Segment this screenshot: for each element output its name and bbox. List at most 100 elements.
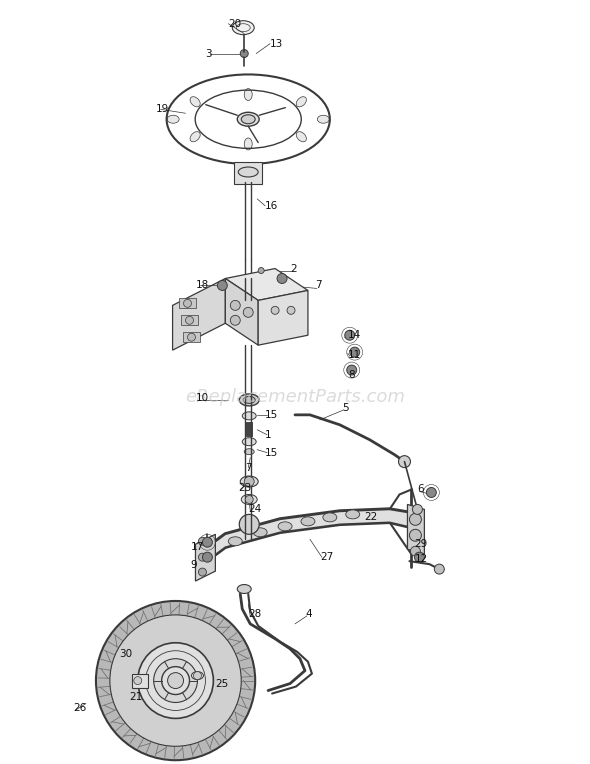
Text: 26: 26 (73, 704, 86, 714)
Ellipse shape (317, 115, 329, 123)
Ellipse shape (190, 131, 200, 142)
Circle shape (188, 333, 195, 342)
Text: 25: 25 (215, 678, 229, 688)
Ellipse shape (241, 494, 257, 504)
Polygon shape (258, 290, 308, 345)
Text: 14: 14 (348, 330, 361, 340)
Polygon shape (173, 279, 225, 350)
Ellipse shape (296, 97, 306, 107)
Ellipse shape (301, 517, 315, 526)
Text: 15: 15 (265, 448, 278, 458)
Text: 9: 9 (191, 560, 197, 570)
Text: 1: 1 (265, 430, 272, 440)
Circle shape (414, 552, 424, 562)
Circle shape (96, 601, 255, 760)
Circle shape (217, 280, 227, 290)
Ellipse shape (237, 584, 251, 594)
Text: 30: 30 (119, 649, 132, 659)
Text: 13: 13 (270, 39, 283, 49)
Circle shape (230, 316, 240, 325)
Circle shape (427, 487, 437, 497)
Circle shape (202, 537, 212, 547)
Ellipse shape (167, 115, 179, 123)
Text: 24: 24 (248, 504, 261, 514)
Ellipse shape (228, 537, 242, 545)
Circle shape (411, 546, 421, 556)
Ellipse shape (244, 89, 252, 101)
Circle shape (183, 299, 192, 307)
Circle shape (162, 667, 189, 694)
Circle shape (398, 455, 411, 468)
Ellipse shape (240, 394, 259, 406)
Text: 6: 6 (417, 484, 424, 494)
Bar (246, 422, 252, 435)
Polygon shape (225, 279, 258, 345)
Circle shape (277, 274, 287, 283)
Polygon shape (195, 534, 215, 581)
Ellipse shape (296, 131, 306, 142)
Ellipse shape (253, 528, 267, 537)
Circle shape (409, 529, 421, 541)
Polygon shape (408, 504, 424, 554)
Ellipse shape (232, 21, 254, 34)
Circle shape (110, 615, 241, 746)
Text: 27: 27 (320, 552, 333, 562)
Circle shape (198, 537, 206, 545)
Text: eReplacementParts.com: eReplacementParts.com (185, 388, 405, 406)
Text: 16: 16 (265, 201, 278, 211)
Text: 28: 28 (248, 609, 261, 619)
Ellipse shape (346, 510, 360, 519)
Ellipse shape (241, 115, 255, 124)
Circle shape (245, 496, 253, 503)
Circle shape (230, 300, 240, 310)
Circle shape (137, 643, 214, 718)
Bar (132, 674, 148, 688)
Circle shape (345, 330, 355, 340)
Text: 20: 20 (228, 18, 241, 29)
Circle shape (202, 552, 212, 562)
Text: 18: 18 (195, 280, 209, 290)
Circle shape (198, 553, 206, 561)
Circle shape (409, 513, 421, 526)
Text: 17: 17 (191, 542, 204, 552)
Circle shape (240, 50, 248, 57)
Circle shape (412, 504, 422, 514)
Circle shape (240, 514, 259, 534)
Text: 5: 5 (342, 403, 349, 413)
Text: 3: 3 (205, 49, 212, 59)
Ellipse shape (192, 672, 204, 680)
Circle shape (287, 306, 295, 314)
Text: 12: 12 (414, 554, 428, 564)
Bar (181, 316, 198, 325)
Bar (179, 299, 196, 309)
Ellipse shape (244, 448, 254, 455)
Ellipse shape (240, 476, 258, 487)
Circle shape (244, 477, 254, 487)
Polygon shape (225, 268, 308, 300)
Circle shape (198, 568, 206, 576)
Bar (234, 162, 262, 184)
Circle shape (153, 659, 198, 702)
Ellipse shape (243, 397, 255, 403)
Ellipse shape (244, 138, 252, 150)
Circle shape (243, 307, 253, 317)
Ellipse shape (237, 112, 259, 126)
Circle shape (194, 672, 201, 680)
Circle shape (271, 306, 279, 314)
Text: 7: 7 (315, 280, 322, 290)
Text: 10: 10 (195, 393, 209, 403)
Ellipse shape (190, 97, 200, 107)
Ellipse shape (242, 412, 256, 420)
Polygon shape (198, 510, 419, 567)
Ellipse shape (278, 522, 292, 531)
Circle shape (185, 316, 194, 324)
Text: 8: 8 (348, 370, 355, 380)
Circle shape (258, 267, 264, 274)
Circle shape (434, 564, 444, 574)
Text: 29: 29 (414, 539, 428, 549)
Text: 7: 7 (245, 462, 252, 473)
Ellipse shape (242, 438, 256, 445)
Circle shape (350, 347, 360, 357)
Circle shape (134, 677, 142, 685)
Text: 21: 21 (129, 691, 142, 701)
